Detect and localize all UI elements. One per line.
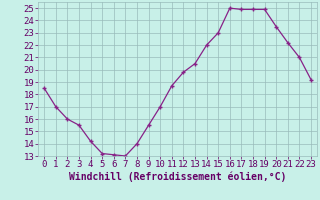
X-axis label: Windchill (Refroidissement éolien,°C): Windchill (Refroidissement éolien,°C) <box>69 172 286 182</box>
